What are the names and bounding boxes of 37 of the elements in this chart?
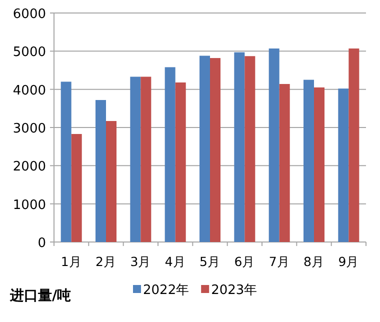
bar bbox=[140, 76, 152, 242]
y-tick-label: 2000 bbox=[12, 160, 46, 175]
bar bbox=[71, 134, 82, 242]
x-tick-label: 6月 bbox=[234, 254, 256, 269]
x-tick-label: 4月 bbox=[164, 254, 186, 269]
x-tick-label: 1月 bbox=[60, 254, 82, 269]
y-tick-label: 5000 bbox=[12, 45, 46, 60]
y-axis-title: 进口量/吨 bbox=[9, 288, 72, 304]
bar bbox=[60, 82, 72, 242]
bar bbox=[200, 56, 210, 242]
y-tick-label: 0 bbox=[38, 236, 46, 251]
bar bbox=[210, 58, 220, 242]
x-tick-label: 7月 bbox=[268, 254, 290, 269]
bar bbox=[106, 121, 116, 242]
bar bbox=[96, 100, 106, 242]
x-tick-label: 5月 bbox=[200, 254, 220, 269]
bar bbox=[314, 87, 324, 242]
x-tick-label: 3月 bbox=[130, 254, 152, 269]
bar bbox=[130, 76, 141, 242]
bar bbox=[175, 82, 186, 242]
bar bbox=[268, 48, 280, 242]
y-tick-label: 4000 bbox=[12, 83, 46, 98]
bar bbox=[279, 84, 290, 242]
y-tick-label: 6000 bbox=[12, 7, 46, 22]
bar bbox=[234, 52, 245, 242]
x-tick-label: 8月 bbox=[304, 254, 324, 269]
y-tick-label: 1000 bbox=[12, 198, 46, 213]
y-tick-label: 3000 bbox=[12, 122, 46, 136]
x-tick-label: 2月 bbox=[96, 254, 116, 269]
bar bbox=[304, 80, 314, 242]
bar bbox=[338, 88, 349, 242]
legend-label: 2023年 bbox=[211, 283, 258, 298]
legend-label: 2022年 bbox=[143, 283, 190, 298]
x-tick-label: 9月 bbox=[338, 254, 360, 269]
bar bbox=[348, 48, 360, 242]
bar bbox=[244, 56, 256, 242]
bar bbox=[164, 67, 176, 242]
